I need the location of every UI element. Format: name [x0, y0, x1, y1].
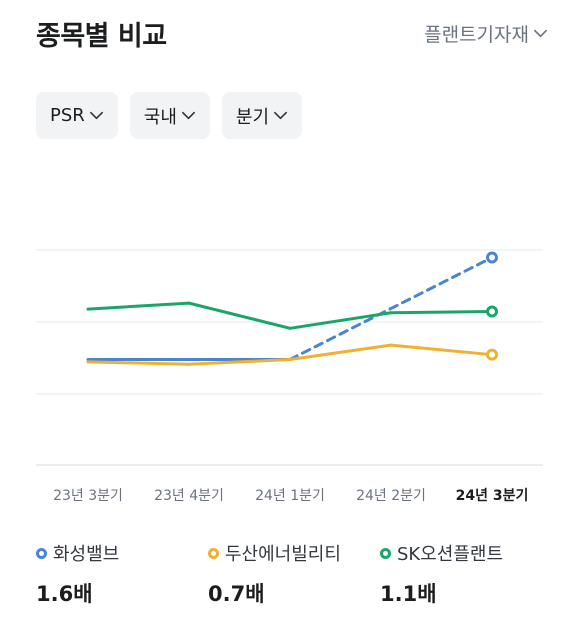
legend-value: 0.7배 — [208, 582, 265, 606]
header: 종목별 비교 플랜트기자재 — [36, 14, 548, 54]
series-marker-icon — [380, 547, 391, 559]
series-line-segment — [288, 343, 393, 361]
x-tick-label: 23년 4분기 — [154, 488, 224, 504]
market-filter-button[interactable]: 국내 — [129, 92, 210, 139]
series-line-segment — [389, 343, 494, 357]
industry-dropdown[interactable]: 플랜트기자재 — [424, 20, 548, 47]
filter-bar: PSR 국내 분기 — [36, 92, 303, 139]
legend-value: 1.6배 — [36, 582, 93, 606]
legend-label: 두산에너빌리티 — [225, 544, 341, 565]
page-title: 종목별 비교 — [36, 21, 167, 52]
legend-label: 화성밸브 — [53, 544, 120, 565]
x-tick-label: 23년 3분기 — [53, 488, 123, 504]
x-tick-label: 24년 1분기 — [255, 488, 325, 504]
metric-filter-label: PSR — [50, 105, 85, 126]
series-line-segment — [187, 301, 292, 330]
series-line-segment — [288, 311, 393, 330]
period-filter-label: 분기 — [235, 106, 270, 128]
chevron-down-icon — [533, 26, 548, 41]
series-end-point — [486, 305, 498, 318]
x-tick-label: 24년 3분기 — [456, 488, 529, 504]
legend-label: SK오션플랜트 — [397, 544, 504, 565]
legend-item-sk-ocean[interactable]: SK오션플랜트 1.1배 — [380, 540, 503, 608]
chevron-down-icon — [181, 108, 196, 123]
series-end-point — [486, 348, 498, 361]
legend-item-hwaseong[interactable]: 화성밸브 1.6배 — [36, 540, 119, 608]
x-tick-label: 24년 2분기 — [356, 488, 426, 504]
series-line-segment — [389, 310, 494, 315]
series-line-segment — [288, 256, 494, 361]
period-filter-button[interactable]: 분기 — [221, 92, 303, 139]
series-end-point — [486, 251, 498, 264]
psr-comparison-chart: 23년 3분기 23년 4분기 24년 1분기 24년 2분기 24년 3분기 — [36, 249, 543, 504]
legend: 화성밸브 1.6배 두산에너빌리티 0.7배 SK오션플랜트 1.1배 — [36, 540, 556, 610]
legend-value: 1.1배 — [380, 582, 437, 606]
industry-label: 플랜트기자재 — [424, 24, 529, 46]
series-line-segment — [86, 360, 191, 366]
chevron-down-icon — [273, 108, 288, 123]
series-marker-icon — [36, 547, 47, 559]
series-line-segment — [86, 301, 191, 311]
metric-filter-button[interactable]: PSR — [36, 92, 118, 139]
series-line-segment — [187, 357, 292, 366]
series-marker-icon — [208, 547, 219, 559]
market-filter-label: 국내 — [143, 106, 177, 128]
chevron-down-icon — [89, 108, 104, 123]
legend-item-doosan[interactable]: 두산에너빌리티 0.7배 — [208, 540, 341, 608]
